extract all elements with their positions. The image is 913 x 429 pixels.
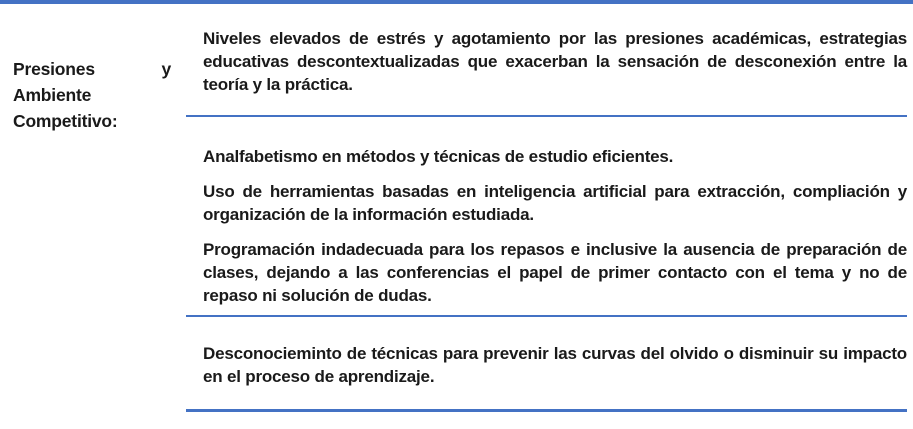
table-row: Analfabetismo en métodos y técnicas de e… bbox=[186, 117, 907, 317]
table-top-border bbox=[0, 0, 913, 4]
row-header-cell: Presiones y Ambiente Competitivo: bbox=[0, 4, 186, 134]
table-row: Niveles elevados de estrés y agotamiento… bbox=[186, 4, 907, 117]
paragraph: Desconocieminto de técnicas para preveni… bbox=[203, 344, 907, 386]
paragraph: Niveles elevados de estrés y agotamiento… bbox=[203, 29, 907, 94]
content-cell: Niveles elevados de estrés y agotamiento… bbox=[186, 4, 907, 412]
paragraph: Programación indadecuada para los repaso… bbox=[203, 240, 907, 305]
paragraph: Uso de herramientas basadas en inteligen… bbox=[203, 182, 907, 224]
table-layout: Presiones y Ambiente Competitivo: Nivele… bbox=[0, 4, 913, 412]
table-row: Desconocieminto de técnicas para preveni… bbox=[186, 317, 907, 412]
row-header-label: Presiones y Ambiente Competitivo: bbox=[13, 59, 171, 131]
paragraph: Analfabetismo en métodos y técnicas de e… bbox=[203, 147, 674, 166]
